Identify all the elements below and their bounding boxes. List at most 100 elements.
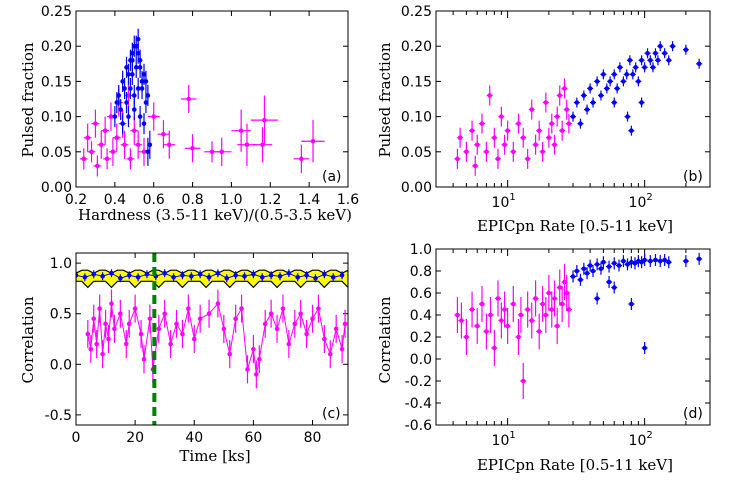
data-point-d-magenta — [518, 312, 524, 318]
data-point-d-magenta — [464, 334, 469, 340]
data-point-c-magenta — [257, 356, 262, 362]
data-point-b-blue — [590, 100, 596, 105]
ytick-label-d: 0.6 — [410, 286, 432, 302]
panel-label-a: (a) — [322, 169, 342, 185]
data-point-c-magenta — [138, 331, 144, 337]
data-point-b-magenta — [455, 156, 460, 162]
data-point-d-magenta — [495, 296, 501, 301]
data-point-a-magenta — [93, 121, 98, 126]
data-point-d-blue — [594, 262, 600, 267]
data-point-a-magenta — [85, 135, 90, 141]
data-point-b-blue — [662, 50, 667, 56]
data-point-d-blue — [601, 259, 606, 265]
data-point-b-magenta — [520, 135, 526, 141]
data-point-a-blue — [114, 100, 120, 105]
xtick-label-c: 60 — [244, 430, 262, 446]
data-point-b-blue — [642, 65, 647, 70]
data-point-b-blue — [574, 100, 580, 105]
data-point-a-blue — [128, 86, 133, 91]
data-point-a-blue — [137, 65, 143, 70]
xtick-label-b: 101 — [492, 192, 516, 211]
xtick-label-c: 0 — [72, 430, 81, 446]
data-point-d-magenta — [455, 312, 460, 318]
data-point-b-magenta — [457, 135, 463, 141]
data-point-c-magenta — [109, 301, 114, 306]
data-point-c-magenta — [91, 316, 97, 322]
data-point-a-blue — [118, 107, 123, 112]
data-point-a-blue — [124, 65, 129, 70]
panel-label-c: (c) — [322, 406, 341, 422]
data-point-a-blue — [122, 86, 127, 91]
data-point-d-blue — [581, 266, 587, 272]
data-point-b-magenta — [533, 142, 538, 148]
data-point-a-magenta — [299, 156, 304, 162]
data-point-c-magenta — [233, 316, 238, 322]
data-point-a-magenta — [104, 156, 110, 162]
data-point-d-blue — [653, 257, 658, 263]
data-point-a-blue — [139, 86, 145, 91]
data-point-d-blue — [657, 258, 663, 264]
data-point-b-blue — [657, 43, 663, 49]
data-point-a-blue — [112, 114, 118, 119]
xtick-label-a: 1.0 — [220, 192, 242, 208]
data-point-c-magenta — [298, 311, 303, 317]
data-point-c-magenta — [251, 346, 256, 352]
data-point-c-magenta — [97, 306, 102, 311]
data-point-b-magenta — [484, 149, 489, 155]
data-point-c-magenta — [132, 306, 138, 311]
panel-d: Correlation EPICpn Rate [0.5-11 keV] (d) — [376, 296, 703, 474]
data-point-c-blue — [268, 272, 274, 278]
data-point-b-magenta — [529, 107, 535, 112]
data-point-a-magenta — [110, 149, 116, 155]
ytick-label-b: 0.15 — [401, 74, 432, 90]
xlabel-a: Hardness (3.5-11 keV)/(0.5-3.5 keV) — [78, 206, 352, 224]
data-point-c-magenta — [126, 321, 132, 327]
data-point-a-blue — [135, 86, 141, 91]
data-point-a-blue — [116, 93, 122, 98]
data-point-d-magenta — [492, 345, 497, 351]
data-point-b-magenta — [562, 86, 567, 91]
ytick-label-a: 0.05 — [41, 145, 72, 161]
data-point-c-magenta — [206, 311, 212, 317]
data-point-b-blue — [570, 114, 576, 119]
ytick-label-d: 0.4 — [410, 308, 432, 324]
data-point-b-magenta — [516, 121, 521, 126]
data-point-a-magenta — [89, 149, 94, 155]
data-point-c-blue — [206, 274, 212, 280]
data-point-c-blue — [277, 273, 283, 279]
data-point-d-magenta — [543, 312, 549, 318]
data-point-c-magenta — [103, 321, 108, 327]
data-point-b-magenta — [559, 128, 565, 133]
xlabel-d: EPICpn Rate [0.5-11 keV] — [477, 456, 673, 474]
plot-area-a — [79, 28, 325, 177]
data-point-a-blue — [131, 93, 137, 98]
xlabel-c: Time [ks] — [179, 447, 250, 465]
data-point-d-magenta — [474, 323, 480, 329]
data-point-d-blue — [621, 258, 626, 264]
data-point-c-blue — [330, 274, 336, 280]
data-point-b-magenta — [543, 100, 549, 105]
data-point-b-blue — [578, 121, 583, 126]
data-point-c-blue — [313, 275, 318, 281]
ytick-label-b: 0.00 — [401, 180, 432, 196]
data-point-a-blue — [141, 121, 147, 126]
xtick-label-c: 80 — [304, 430, 322, 446]
data-point-b-blue — [630, 72, 636, 77]
data-point-d-magenta — [488, 312, 493, 318]
data-point-a-blue — [147, 142, 153, 148]
data-point-d-blue — [587, 263, 593, 268]
ytick-label-b: 0.05 — [401, 145, 432, 161]
data-point-b-magenta — [525, 156, 530, 162]
xtick-label-c: 20 — [126, 430, 144, 446]
data-point-d-blue — [648, 258, 653, 264]
data-point-d-magenta — [505, 323, 510, 329]
data-point-a-magenta — [126, 93, 131, 98]
data-point-d-blue — [666, 259, 672, 265]
data-point-b-magenta — [536, 128, 542, 133]
data-point-d-magenta — [533, 296, 538, 301]
data-point-b-magenta — [564, 107, 570, 112]
data-point-a-magenta — [135, 142, 141, 148]
data-point-b-magenta — [557, 93, 563, 98]
xtick-label-base-b: 10 — [492, 195, 510, 211]
data-point-b-blue — [598, 93, 604, 98]
